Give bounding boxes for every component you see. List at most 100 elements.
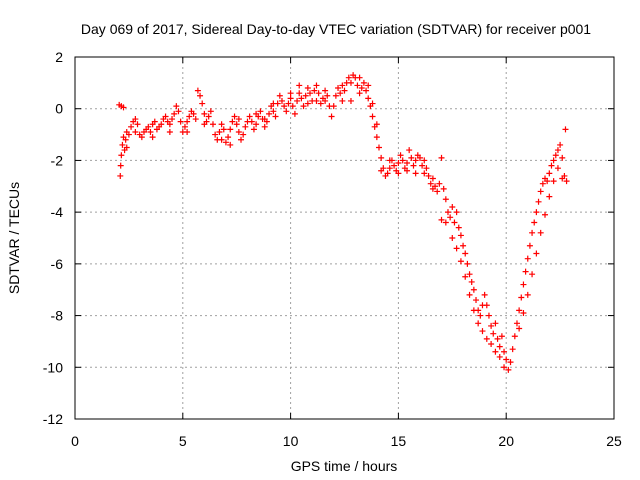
data-point [270,108,277,115]
data-point [453,245,460,252]
data-point [313,82,320,89]
data-point [483,335,490,342]
data-point [253,110,260,117]
data-point [212,131,219,138]
data-point [498,333,505,340]
data-point [449,203,456,210]
data-point [298,95,305,102]
data-point [291,110,298,117]
data-point [406,147,413,154]
data-point [529,229,536,236]
y-tick-label: -2 [51,152,64,168]
data-point [132,128,139,135]
data-point [481,291,488,298]
data-point [490,330,497,337]
data-point [227,126,234,133]
data-point [250,126,257,133]
data-point [173,103,180,110]
data-point [192,116,199,123]
data-point [166,128,173,135]
data-point [283,108,290,115]
data-point [123,144,130,151]
data-point [462,250,469,257]
data-point [533,250,540,257]
data-point [496,343,503,350]
data-point [442,219,449,226]
data-point [408,154,415,161]
data-point [117,162,124,169]
data-point [281,103,288,110]
data-point [384,170,391,177]
data-point [158,121,165,128]
data-point [220,126,227,133]
data-point [404,160,411,167]
data-point [315,90,322,97]
data-point [341,87,348,94]
data-point [544,178,551,185]
data-point [554,147,561,154]
data-point [378,154,385,161]
data-point [261,123,268,130]
data-point [289,103,296,110]
data-point [128,123,135,130]
data-point [181,123,188,130]
x-tick-label: 5 [179,433,187,449]
data-point [468,278,475,285]
data-point [391,162,398,169]
data-point [535,198,542,205]
data-point [466,291,473,298]
data-point [460,242,467,249]
data-point [311,87,318,94]
data-point [531,219,538,226]
data-point [354,82,361,89]
data-point [455,224,462,231]
data-point [120,104,127,111]
data-point [235,128,242,135]
data-point [197,92,204,99]
data-point [559,175,566,182]
data-point [518,294,525,301]
data-point [184,118,191,125]
data-point [557,141,564,148]
data-point [339,82,346,89]
data-point [296,90,303,97]
data-point [207,108,214,115]
data-point [524,255,531,262]
data-point [419,162,426,169]
data-point [542,211,549,218]
data-point [248,118,255,125]
data-point [386,157,393,164]
data-point [218,136,225,143]
data-point [287,95,294,102]
data-point [151,118,158,125]
data-point [404,167,411,174]
data-point [494,335,501,342]
data-point [276,92,283,99]
data-point [339,97,346,104]
axis-ticks: 0 5 10 15 20 25 -12 -10 -8 -6 -4 -2 0 2 [43,49,622,449]
data-point [429,185,436,192]
data-point [233,121,240,128]
data-point [485,312,492,319]
data-point [253,121,260,128]
data-point [507,359,514,366]
data-point [235,116,242,123]
data-point [261,116,268,123]
data-point [242,123,249,130]
data-point [436,180,443,187]
data-point [550,157,557,164]
data-point [386,165,393,172]
y-tick-label: 2 [55,49,63,65]
data-point [227,141,234,148]
data-point [395,160,402,167]
data-point [365,82,372,89]
data-point [425,172,432,179]
data-point [169,116,176,123]
data-point [322,97,329,104]
data-point [119,141,126,148]
data-point [216,128,223,135]
x-tick-label: 10 [283,433,299,449]
data-point [201,110,208,117]
data-point [416,154,423,161]
data-point [369,100,376,107]
